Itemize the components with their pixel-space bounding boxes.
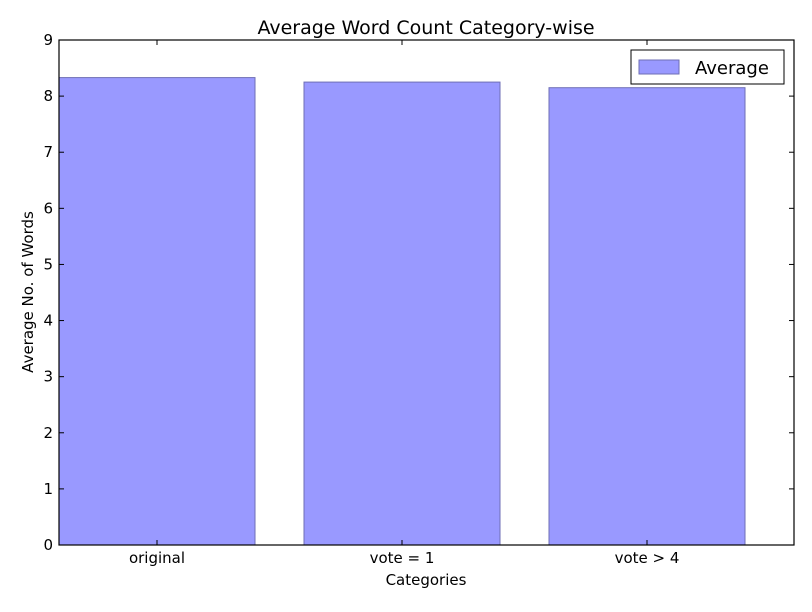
x-axis-label: Categories: [386, 571, 467, 589]
bar-vote-4: [548, 87, 746, 546]
x-tick-label: vote > 4: [615, 549, 680, 567]
bar-vote-1: [303, 81, 501, 546]
y-axis-label: Average No. of Words: [19, 211, 37, 373]
y-tick-label: 5: [43, 255, 53, 273]
x-axis-ticks: original vote = 1 vote > 4: [129, 40, 679, 567]
y-tick-label: 2: [43, 424, 53, 442]
legend-swatch: [638, 59, 680, 75]
y-tick-label: 4: [43, 312, 53, 330]
y-axis-ticks: 0 1 2 3 4 5 6 7 8 9: [43, 31, 794, 554]
x-tick-label: vote = 1: [370, 549, 435, 567]
bars-group: [58, 77, 746, 546]
y-tick-label: 7: [43, 143, 53, 161]
plot-frame: [58, 39, 795, 546]
y-tick-label: 9: [43, 31, 53, 49]
chart-title: Average Word Count Category-wise: [257, 17, 594, 39]
legend: Average: [630, 49, 785, 85]
y-tick-label: 1: [43, 480, 53, 498]
y-tick-label: 8: [43, 87, 53, 105]
y-tick-label: 6: [43, 199, 53, 217]
y-tick-label: 0: [43, 536, 53, 554]
x-tick-label: original: [129, 549, 185, 567]
y-tick-label: 3: [43, 368, 53, 386]
legend-label: Average: [695, 58, 769, 79]
bar-original: [58, 77, 256, 546]
